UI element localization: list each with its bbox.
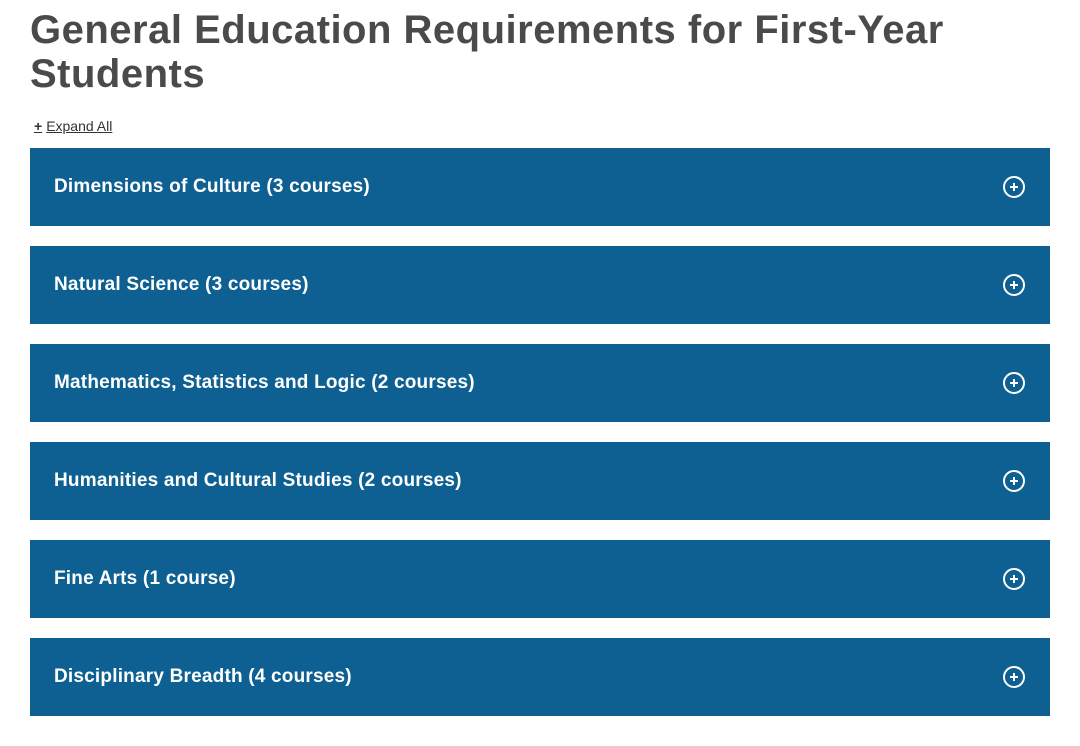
accordion-item-label: Disciplinary Breadth (4 courses): [54, 666, 352, 688]
plus-circle-icon: [1002, 469, 1026, 493]
expand-all-link[interactable]: + Expand All: [34, 118, 112, 134]
accordion-item-natural-science[interactable]: Natural Science (3 courses): [30, 246, 1050, 324]
accordion-item-dimensions-of-culture[interactable]: Dimensions of Culture (3 courses): [30, 148, 1050, 226]
plus-circle-icon: [1002, 665, 1026, 689]
plus-circle-icon: [1002, 273, 1026, 297]
plus-circle-icon: [1002, 371, 1026, 395]
plus-circle-icon: [1002, 567, 1026, 591]
accordion-item-fine-arts[interactable]: Fine Arts (1 course): [30, 540, 1050, 618]
page-root: General Education Requirements for First…: [0, 0, 1080, 746]
plus-circle-icon: [1002, 175, 1026, 199]
page-title: General Education Requirements for First…: [30, 8, 1050, 96]
plus-icon: +: [34, 118, 42, 134]
accordion-item-label: Fine Arts (1 course): [54, 568, 236, 590]
accordion-item-label: Dimensions of Culture (3 courses): [54, 176, 370, 198]
accordion-item-label: Humanities and Cultural Studies (2 cours…: [54, 470, 462, 492]
accordion-item-label: Natural Science (3 courses): [54, 274, 309, 296]
accordion-item-disciplinary-breadth[interactable]: Disciplinary Breadth (4 courses): [30, 638, 1050, 716]
accordion-item-math-stats-logic[interactable]: Mathematics, Statistics and Logic (2 cou…: [30, 344, 1050, 422]
accordion-item-label: Mathematics, Statistics and Logic (2 cou…: [54, 372, 475, 394]
accordion-list: Dimensions of Culture (3 courses) Natura…: [30, 148, 1050, 716]
expand-all-label: Expand All: [46, 118, 112, 134]
accordion-item-humanities-cultural-studies[interactable]: Humanities and Cultural Studies (2 cours…: [30, 442, 1050, 520]
